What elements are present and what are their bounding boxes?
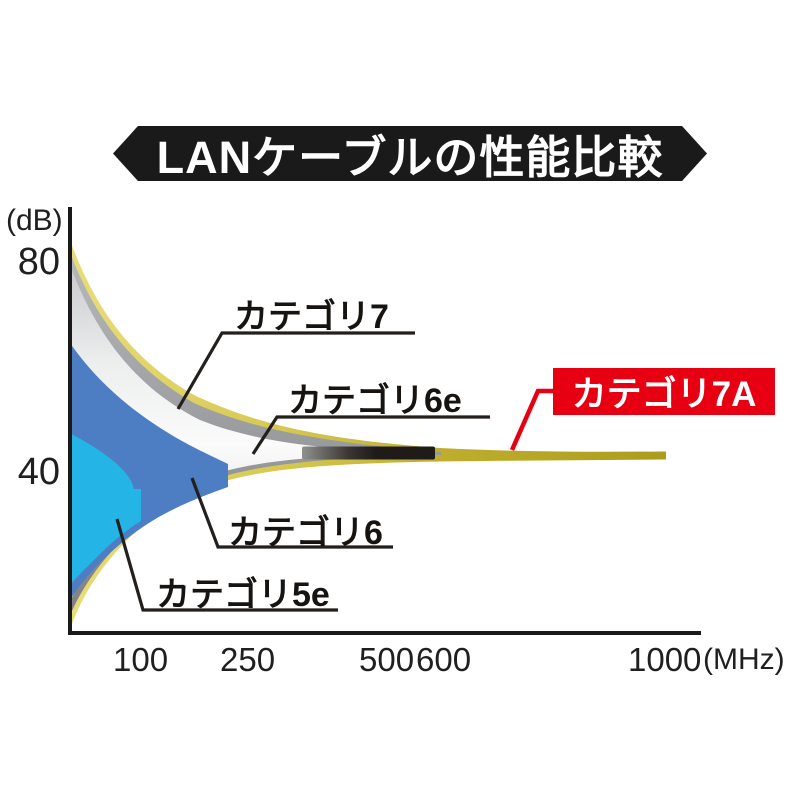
label-cat7a: カテゴリ7A [571, 375, 757, 414]
x-tick-600: 600 [416, 641, 472, 678]
leader-cat7 [176, 331, 415, 410]
y-axis-unit: (dB) [6, 204, 63, 237]
label-cat6: カテゴリ6 [228, 514, 383, 552]
x-axis-unit: (MHz) [703, 643, 785, 676]
label-cat7: カテゴリ7 [234, 298, 389, 336]
label-cat6e: カテゴリ6e [288, 382, 462, 420]
title-banner: LANケーブルの性能比較 [113, 126, 707, 181]
leader-cat5e [115, 518, 338, 612]
x-tick-1000: 1000 [628, 641, 702, 678]
x-tick-250: 250 [220, 641, 276, 678]
horn-cat7 [70, 252, 441, 616]
y-tick-40: 40 [17, 451, 60, 493]
label-cat5e: カテゴリ5e [156, 576, 330, 614]
horn-cat6e [70, 265, 402, 602]
horn-cat5e [70, 433, 141, 585]
leader-cat6 [190, 477, 393, 549]
leader-cat7a [509, 388, 553, 451]
page-title: LANケーブルの性能比較 [156, 132, 664, 183]
label-cat7a-badge: カテゴリ7A [553, 368, 775, 415]
x-tick-100: 100 [113, 641, 169, 678]
leader-cat6e [251, 415, 490, 455]
x-tick-500: 500 [359, 641, 415, 678]
y-tick-80: 80 [17, 241, 60, 283]
cat7-tip-bar [302, 446, 435, 460]
